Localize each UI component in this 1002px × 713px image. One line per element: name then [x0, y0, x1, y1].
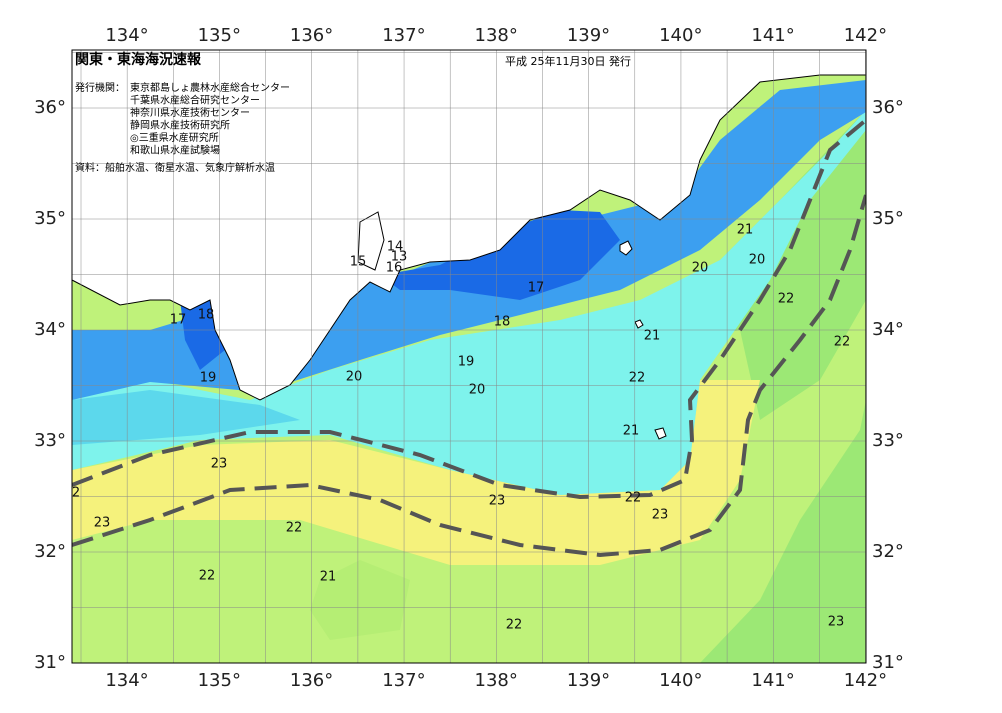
lat-label: 35°	[872, 208, 904, 229]
lon-label: 139°	[567, 25, 610, 46]
lon-label: 138°	[475, 25, 518, 46]
contour-label: 18	[198, 308, 215, 323]
contour-label: 20	[346, 370, 363, 385]
contour-label: 22	[625, 491, 642, 506]
contour-label: 2	[72, 486, 80, 501]
lat-label: 36°	[34, 97, 66, 118]
contour-label: 21	[737, 223, 754, 238]
contour-label: 17	[170, 313, 187, 328]
contour-label: 23	[211, 457, 228, 472]
issuer: 東京都島しょ農林水産総合センター	[130, 81, 290, 94]
contour-label: 17	[528, 281, 545, 296]
lat-label: 33°	[34, 430, 66, 451]
contour-label: 13	[391, 250, 408, 265]
source: 資料：船舶水温、衛星水温、気象庁解析水温	[75, 161, 275, 174]
issuer: 神奈川県水産技術センター	[130, 106, 250, 119]
contour-label: 20	[692, 261, 709, 276]
lat-label: 34°	[872, 319, 904, 340]
issuer: 千葉県水産総合研究センター	[130, 94, 260, 107]
lon-label: 137°	[382, 670, 425, 691]
lat-label: 34°	[34, 319, 66, 340]
contour-label: 21	[623, 424, 640, 439]
lon-label: 139°	[567, 670, 610, 691]
lon-label: 134°	[105, 25, 148, 46]
lon-label: 135°	[198, 670, 241, 691]
contour-label: 23	[828, 615, 845, 630]
contour-label: 15	[350, 255, 367, 270]
contour-label: 22	[286, 521, 303, 536]
contour-label: 21	[644, 329, 661, 344]
contour-label: 21	[320, 570, 337, 585]
contour-label: 23	[94, 516, 111, 531]
lon-label: 141°	[751, 670, 794, 691]
lat-label: 36°	[872, 97, 904, 118]
lon-label: 140°	[659, 670, 702, 691]
lat-label: 31°	[34, 652, 66, 673]
lat-label: 33°	[872, 430, 904, 451]
issuer: 和歌山県水産試験場	[130, 144, 220, 157]
frame	[71, 49, 867, 664]
issuer-label: 発行機関：	[75, 81, 125, 94]
date: 平成 25年11月30日 発行	[505, 54, 631, 68]
contour-label: 14	[387, 240, 404, 255]
contour-label: 22	[199, 569, 216, 584]
contour-label: 20	[469, 383, 486, 398]
lon-label: 140°	[659, 25, 702, 46]
contour-label: 23	[489, 494, 506, 509]
lon-label: 136°	[290, 25, 333, 46]
contour-label: 22	[834, 335, 851, 350]
contour-label: 22	[506, 618, 523, 633]
contour-label: 22	[778, 292, 795, 307]
contour-label: 22	[629, 371, 646, 386]
lon-label: 141°	[751, 25, 794, 46]
contour-label: 18	[494, 315, 511, 330]
lon-label: 138°	[475, 670, 518, 691]
lon-label: 137°	[382, 25, 425, 46]
lon-label: 135°	[198, 25, 241, 46]
lat-label: 32°	[872, 541, 904, 562]
lon-label: 134°	[105, 670, 148, 691]
contour-label: 19	[200, 371, 217, 386]
lat-label: 31°	[872, 652, 904, 673]
contour-label: 19	[458, 355, 475, 370]
contour-label: 23	[652, 508, 669, 523]
issuer: 静岡県水産技術研究所	[130, 119, 230, 132]
lon-label: 142°	[844, 25, 887, 46]
contour-label: 16	[386, 261, 403, 276]
lon-label: 142°	[844, 670, 887, 691]
lon-label: 136°	[290, 670, 333, 691]
issuer: ◎三重県水産研究所	[130, 131, 219, 144]
lat-label: 32°	[34, 541, 66, 562]
sea	[72, 50, 866, 663]
contour-label: 20	[749, 253, 766, 268]
title: 関東・東海海況速報	[75, 51, 202, 68]
lat-label: 35°	[34, 208, 66, 229]
